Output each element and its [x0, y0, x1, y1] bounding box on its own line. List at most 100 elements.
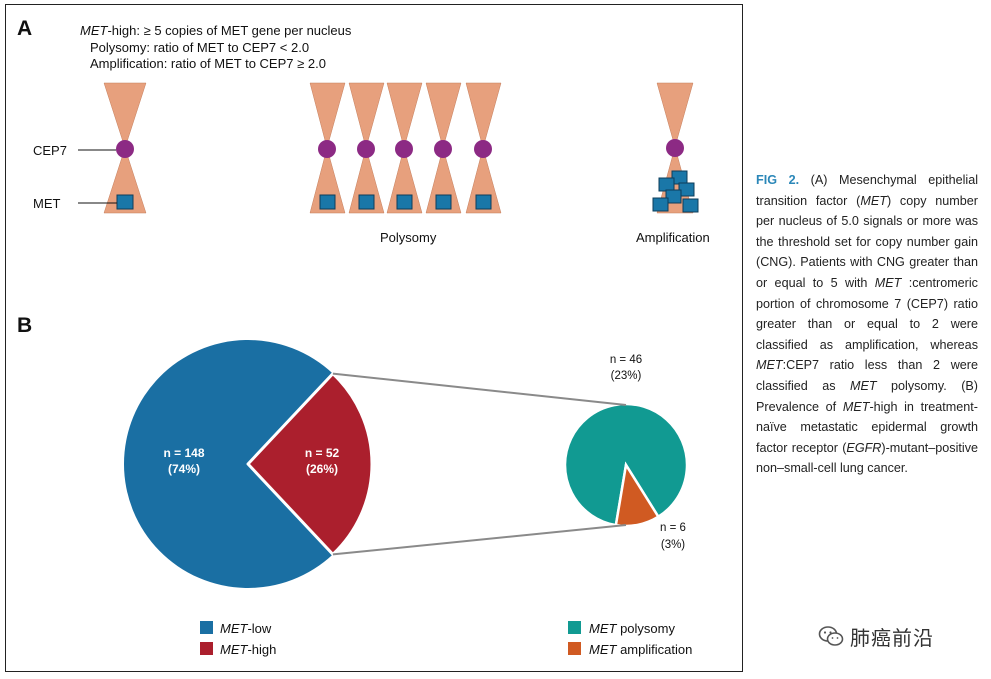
- legend-label-italic: MET: [589, 642, 618, 657]
- met-low-percent-label: (74%): [168, 462, 200, 476]
- met-gene-signal: [475, 194, 492, 210]
- caption-segment: MET: [874, 275, 902, 290]
- svg-text:MET-high: MET-high: [220, 642, 276, 657]
- connector-line-top: [332, 372, 627, 406]
- legend-label-rest: polysomy: [616, 621, 675, 636]
- legend-item-met-polysomy: MET polysomy: [568, 621, 675, 636]
- panel-b-letter: B: [17, 314, 32, 337]
- met-high-definition: MET-high: ≥ 5 copies of MET gene per nuc…: [80, 23, 352, 38]
- caption-segment: ) copy number per nucleus of 5.0 signals…: [756, 193, 978, 290]
- polysomy-definition: Polysomy: ratio of MET to CEP7 < 2.0: [90, 40, 309, 55]
- caption-body: (A) Mesenchymal epithelial transition fa…: [756, 173, 978, 475]
- pie-charts: [123, 339, 689, 588]
- centromere-cep7: [395, 140, 413, 158]
- watermark: 肺癌前沿: [818, 622, 934, 650]
- legend-label-italic: MET: [220, 642, 249, 657]
- watermark-text: 肺癌前沿: [850, 625, 934, 650]
- met-high-definition-italic: MET: [80, 23, 109, 38]
- met-gene-signal: [665, 189, 682, 204]
- figure-frame: [5, 4, 743, 672]
- legend-swatch: [200, 621, 213, 634]
- caption-segment: (A) Mesenchymal epithelial transition fa…: [756, 173, 978, 208]
- chromatid-top: [425, 82, 462, 149]
- chromatid-top: [386, 82, 423, 149]
- connector-line-bottom: [332, 524, 627, 556]
- met-high-count-label: n = 52: [305, 446, 340, 460]
- pie-slice-met-low: [123, 339, 333, 588]
- met-gene-signal: [435, 194, 452, 210]
- chromatid-bottom: [348, 147, 385, 214]
- chromatid-top: [309, 82, 346, 149]
- chromatid-bottom: [425, 147, 462, 214]
- met-label: MET: [33, 196, 61, 211]
- polysomy-caption: Polysomy: [380, 230, 437, 245]
- caption-segment: MET: [842, 399, 870, 414]
- chromatid-top: [348, 82, 385, 149]
- legend-label-rest: amplification: [616, 642, 692, 657]
- met-gene-signal: [116, 194, 134, 210]
- legend-label-rest: -low: [247, 621, 271, 636]
- chromosome-polysomy-5: [465, 82, 502, 214]
- panel-a-letter: A: [17, 17, 32, 40]
- chromosome-polysomy-3: [386, 82, 423, 214]
- amplification-percent-label: (3%): [661, 539, 685, 551]
- polysomy-percent-label: (23%): [611, 370, 642, 382]
- met-gene-signal: [658, 177, 675, 192]
- legend-item-met-high: MET-high: [200, 642, 276, 657]
- legend-swatch: [200, 642, 213, 655]
- met-low-count-label: n = 148: [163, 446, 204, 460]
- caption-segment: polysomy. (B) Prevalence of: [756, 378, 978, 414]
- caption-segment: EGFR: [846, 440, 882, 455]
- chromosome-amplification: [652, 82, 699, 214]
- caption-segment: MET: [756, 358, 783, 373]
- svg-text:MET-low: MET-low: [220, 621, 272, 636]
- met-gene-signal: [396, 194, 413, 210]
- centromere-cep7: [434, 140, 452, 158]
- caption-segment: MET: [849, 378, 877, 393]
- caption-segment: :centromeric portion of chromosome 7 (CE…: [756, 275, 978, 352]
- wechat-icon: [818, 626, 844, 646]
- chromosome-polysomy-2: [348, 82, 385, 214]
- caption-segment: :CEP7 ratio less than 2 were classified …: [756, 358, 978, 393]
- centromere-cep7: [318, 140, 336, 158]
- caption-segment: MET: [860, 193, 887, 208]
- legend-item-met-amplification: MET amplification: [568, 642, 692, 657]
- chromatid-bottom: [309, 147, 346, 214]
- figure-label: FIG 2.: [756, 173, 800, 187]
- amplification-definition: Amplification: ratio of MET to CEP7 ≥ 2.…: [90, 56, 326, 71]
- amplification-caption: Amplification: [636, 230, 710, 245]
- pie-slice-met-high: [246, 372, 374, 556]
- met-gene-signal: [319, 194, 336, 210]
- legend-swatch: [568, 621, 581, 634]
- amplification-count-label: n = 6: [660, 522, 686, 534]
- caption-segment: -high in treatment-naïve metastatic epid…: [756, 399, 978, 455]
- svg-text:MET polysomy: MET polysomy: [589, 621, 675, 636]
- cep7-label: CEP7: [33, 143, 67, 158]
- svg-text:MET amplification: MET amplification: [589, 642, 692, 657]
- chromatid-top: [103, 82, 147, 149]
- centromere-cep7: [666, 139, 684, 157]
- met-gene-cluster: [652, 170, 699, 213]
- met-high-percent-label: (26%): [306, 462, 338, 476]
- figure-caption: FIG 2. (A) Mesenchymal epithelial transi…: [756, 170, 978, 479]
- legend-label-italic: MET: [589, 621, 618, 636]
- centromere-cep7: [474, 140, 492, 158]
- legend-item-met-low: MET-low: [200, 621, 272, 636]
- met-gene-signal: [358, 194, 375, 210]
- met-gene-signal: [682, 198, 699, 213]
- legend-label-rest: -high: [247, 642, 276, 657]
- chromatid-bottom: [386, 147, 423, 214]
- chromatid-top: [465, 82, 502, 149]
- met-high-definition-rest: -high: ≥ 5 copies of MET gene per nucleu…: [107, 23, 351, 38]
- chromatid-top: [656, 82, 694, 148]
- caption-segment: )-mutant–positive non–small-cell lung ca…: [756, 440, 978, 476]
- chromosome-polysomy-4: [425, 82, 462, 214]
- met-gene-signal: [652, 197, 669, 212]
- polysomy-count-label: n = 46: [610, 354, 642, 366]
- chromosome-polysomy-1: [309, 82, 346, 214]
- centromere-cep7: [357, 140, 375, 158]
- chromatid-bottom: [103, 147, 147, 214]
- chromosome-single: [103, 82, 147, 214]
- legend-swatch: [568, 642, 581, 655]
